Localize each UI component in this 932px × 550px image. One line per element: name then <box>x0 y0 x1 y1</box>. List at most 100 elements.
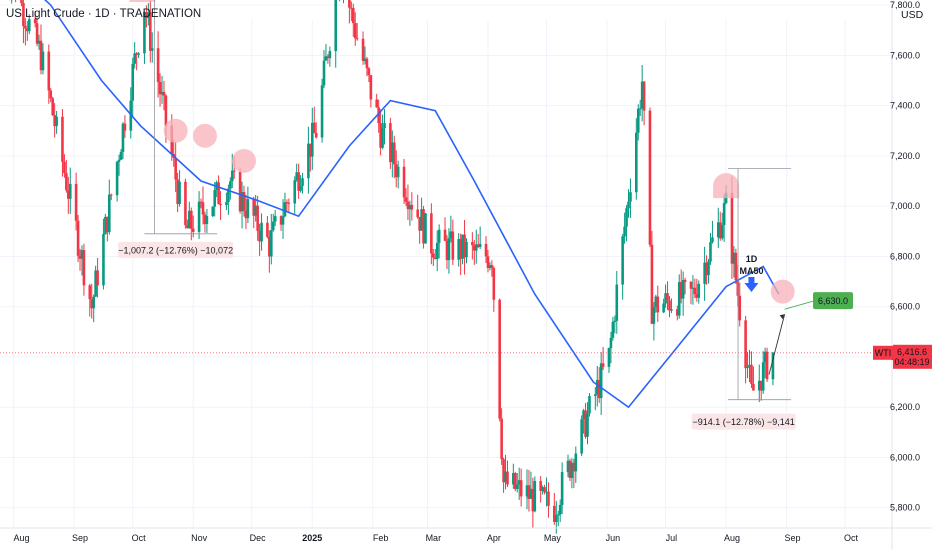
candle-body[interactable] <box>474 244 478 251</box>
candle-body[interactable] <box>490 265 494 269</box>
candle-body[interactable] <box>621 236 624 285</box>
candle-body[interactable] <box>744 320 747 369</box>
candle-body[interactable] <box>478 243 482 248</box>
candle-body[interactable] <box>33 19 37 24</box>
candle-body[interactable] <box>375 99 379 108</box>
candle-body[interactable] <box>55 116 58 127</box>
candle-body[interactable] <box>502 459 505 483</box>
candle-body[interactable] <box>293 180 297 204</box>
candle-body[interactable] <box>96 270 99 286</box>
candle-body[interactable] <box>307 143 310 179</box>
candle-body[interactable] <box>554 515 558 522</box>
candle-body[interactable] <box>199 201 203 203</box>
candle-body[interactable] <box>74 183 78 221</box>
candle-body[interactable] <box>404 197 408 202</box>
candle-body[interactable] <box>408 204 412 210</box>
candle-body[interactable] <box>213 190 217 207</box>
ma50-line-path[interactable] <box>2 0 780 409</box>
candle-body[interactable] <box>451 231 455 260</box>
candle-body[interactable] <box>463 234 466 258</box>
candle-body[interactable] <box>383 123 386 129</box>
candle-body[interactable] <box>689 281 693 289</box>
candle-body[interactable] <box>225 201 228 206</box>
candle-body[interactable] <box>22 3 25 26</box>
candle-body[interactable] <box>566 460 570 473</box>
candle-body[interactable] <box>80 250 84 259</box>
candle-body[interactable] <box>273 216 277 222</box>
price-scale[interactable]: 8,000.07,800.07,600.07,400.07,200.07,000… <box>873 0 932 550</box>
candle-body[interactable] <box>738 295 742 321</box>
candle-body[interactable] <box>201 202 205 215</box>
candle-body[interactable] <box>326 56 330 59</box>
candle-body[interactable] <box>227 188 230 202</box>
candle-body[interactable] <box>406 201 410 210</box>
candle-body[interactable] <box>666 293 669 301</box>
candle-body[interactable] <box>447 238 451 261</box>
candle-body[interactable] <box>681 279 685 299</box>
candle-body[interactable] <box>230 170 234 182</box>
candle-body[interactable] <box>416 209 419 218</box>
candle-body[interactable] <box>24 25 27 29</box>
candle-body[interactable] <box>63 161 66 174</box>
candle-body[interactable] <box>638 108 642 110</box>
candle-body[interactable] <box>570 462 574 478</box>
candle-body[interactable] <box>697 283 701 298</box>
candle-body[interactable] <box>396 166 400 178</box>
candle-body[interactable] <box>295 172 298 181</box>
candle-body[interactable] <box>266 222 269 237</box>
candle-body[interactable] <box>145 12 148 19</box>
candle-body[interactable] <box>312 122 316 134</box>
candle-body[interactable] <box>320 85 324 138</box>
candle-body[interactable] <box>615 284 619 321</box>
candle-body[interactable] <box>211 206 215 217</box>
candle-body[interactable] <box>324 56 328 61</box>
candle-body[interactable] <box>599 363 603 399</box>
candle-body[interactable] <box>547 491 550 506</box>
target-label-box[interactable] <box>813 292 853 310</box>
candle-body[interactable] <box>654 296 658 308</box>
candle-body[interactable] <box>26 28 29 32</box>
candle-body[interactable] <box>299 185 302 191</box>
candle-body[interactable] <box>765 351 769 380</box>
candle-body[interactable] <box>640 81 644 109</box>
candle-body[interactable] <box>506 471 509 485</box>
candle-body[interactable] <box>541 487 544 491</box>
candle-body[interactable] <box>623 226 626 237</box>
candle-body[interactable] <box>752 383 755 391</box>
candle-body[interactable] <box>240 192 244 212</box>
candle-body[interactable] <box>695 294 699 298</box>
candle-body[interactable] <box>445 240 449 261</box>
candle-body[interactable] <box>348 0 351 8</box>
candle-body[interactable] <box>558 504 562 515</box>
candle-body[interactable] <box>748 364 751 367</box>
candle-body[interactable] <box>229 181 232 189</box>
candle-body[interactable] <box>27 19 31 32</box>
candle-body[interactable] <box>424 213 427 244</box>
candle-body[interactable] <box>186 225 189 229</box>
candle-body[interactable] <box>133 53 136 64</box>
candle-body[interactable] <box>553 505 556 522</box>
candle-body[interactable] <box>115 161 119 196</box>
candle-body[interactable] <box>76 220 80 256</box>
candle-body[interactable] <box>679 282 683 299</box>
candle-body[interactable] <box>650 244 654 324</box>
candle-body[interactable] <box>363 58 367 61</box>
candle-body[interactable] <box>309 143 312 157</box>
candle-body[interactable] <box>328 51 332 59</box>
candle-body[interactable] <box>512 473 515 485</box>
candle-body[interactable] <box>297 172 300 191</box>
candle-body[interactable] <box>285 202 289 204</box>
candle-body[interactable] <box>584 410 587 437</box>
candle-body[interactable] <box>108 194 111 233</box>
candle-body[interactable] <box>392 142 396 165</box>
candle-body[interactable] <box>750 364 753 384</box>
candle-body[interactable] <box>350 7 353 9</box>
ma50-line[interactable] <box>2 0 780 409</box>
candle-body[interactable] <box>746 366 749 369</box>
candle-body[interactable] <box>529 488 533 499</box>
candle-body[interactable] <box>609 337 613 349</box>
candle-body[interactable] <box>322 60 326 86</box>
resistance-highlight[interactable] <box>163 118 188 143</box>
candle-body[interactable] <box>35 23 39 44</box>
candle-body[interactable] <box>137 53 140 55</box>
